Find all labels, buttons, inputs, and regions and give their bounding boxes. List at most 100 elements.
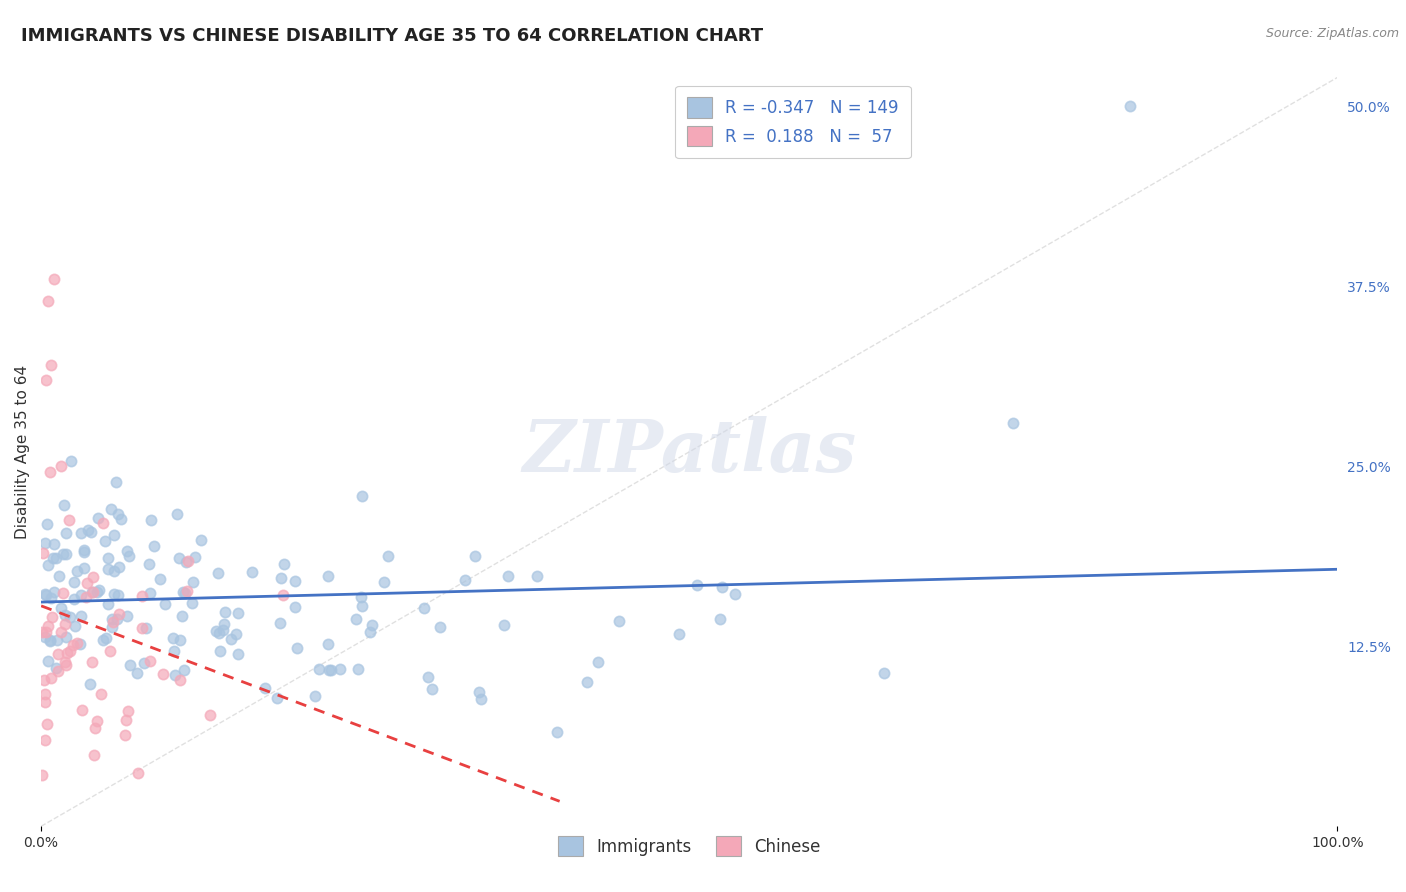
Point (59, 453, 82, 467)
Point (711, 580, 734, 594)
Point (254, 681, 277, 696)
Point (352, 599, 374, 614)
Point (46, 647, 69, 661)
Point (163, 644, 186, 658)
Point (316, 637, 339, 651)
Point (104, 475, 127, 489)
Point (607, 614, 630, 628)
Point (97, 597, 120, 611)
Point (101, 615, 124, 629)
Point (207, 626, 229, 640)
Point (346, 662, 368, 676)
Point (169, 632, 191, 647)
Point (100, 502, 122, 516)
Point (31, 768, 53, 782)
Point (413, 600, 436, 615)
Point (1002, 416, 1025, 430)
Point (94, 533, 117, 548)
Point (52, 547, 75, 561)
Point (103, 528, 125, 542)
Point (284, 599, 307, 614)
Point (34, 695, 56, 709)
Point (167, 551, 190, 566)
Point (59, 610, 82, 624)
Point (82, 569, 104, 583)
Point (152, 667, 174, 681)
Point (45, 551, 67, 566)
Point (34, 687, 56, 701)
Point (34, 587, 56, 601)
Point (724, 587, 747, 601)
Point (318, 663, 340, 677)
Point (42, 272, 65, 286)
Point (107, 607, 129, 622)
Point (271, 588, 294, 602)
Point (873, 665, 896, 680)
Point (45, 661, 67, 675)
Point (97, 562, 120, 576)
Y-axis label: Disability Age 35 to 64: Disability Age 35 to 64 (15, 365, 30, 539)
Point (163, 667, 186, 681)
Point (107, 588, 129, 602)
Point (35, 588, 58, 602)
Point (72, 545, 94, 559)
Point (31, 625, 53, 640)
Point (454, 574, 477, 588)
Point (55, 617, 77, 632)
Point (212, 623, 235, 637)
Point (172, 585, 194, 599)
Point (80, 585, 103, 599)
Point (48, 569, 70, 583)
Point (1119, 99, 1142, 113)
Point (207, 566, 229, 580)
Point (138, 585, 160, 599)
Point (89, 582, 111, 597)
Point (115, 713, 138, 727)
Point (181, 575, 204, 590)
Point (198, 708, 221, 723)
Point (685, 578, 707, 592)
Point (65, 619, 87, 633)
Point (709, 612, 731, 626)
Point (42, 585, 65, 599)
Point (91, 516, 114, 530)
Point (118, 549, 141, 563)
Point (103, 564, 125, 578)
Point (90, 687, 112, 701)
Text: Source: ZipAtlas.com: Source: ZipAtlas.com (1265, 27, 1399, 40)
Point (63, 592, 86, 607)
Point (139, 654, 162, 668)
Point (107, 507, 129, 521)
Point (82, 584, 104, 599)
Point (240, 565, 263, 579)
Point (586, 655, 609, 669)
Point (52, 498, 75, 512)
Point (114, 728, 136, 742)
Point (59, 644, 82, 658)
Point (53, 608, 76, 623)
Point (148, 573, 170, 587)
Point (39, 634, 62, 648)
Point (49, 625, 72, 640)
Point (86, 714, 108, 728)
Point (45, 633, 67, 648)
Point (166, 507, 188, 521)
Point (37, 558, 59, 573)
Point (284, 574, 307, 588)
Point (75, 590, 97, 604)
Point (70, 703, 93, 717)
Point (416, 670, 439, 684)
Point (91, 633, 114, 648)
Point (350, 590, 373, 604)
Point (63, 574, 86, 589)
Point (214, 605, 236, 619)
Point (429, 620, 451, 634)
Point (100, 620, 122, 634)
Point (270, 571, 292, 585)
Point (304, 689, 326, 703)
Point (35, 625, 58, 640)
Point (53, 655, 76, 669)
Point (169, 673, 191, 688)
Point (228, 647, 250, 661)
Point (37, 654, 59, 668)
